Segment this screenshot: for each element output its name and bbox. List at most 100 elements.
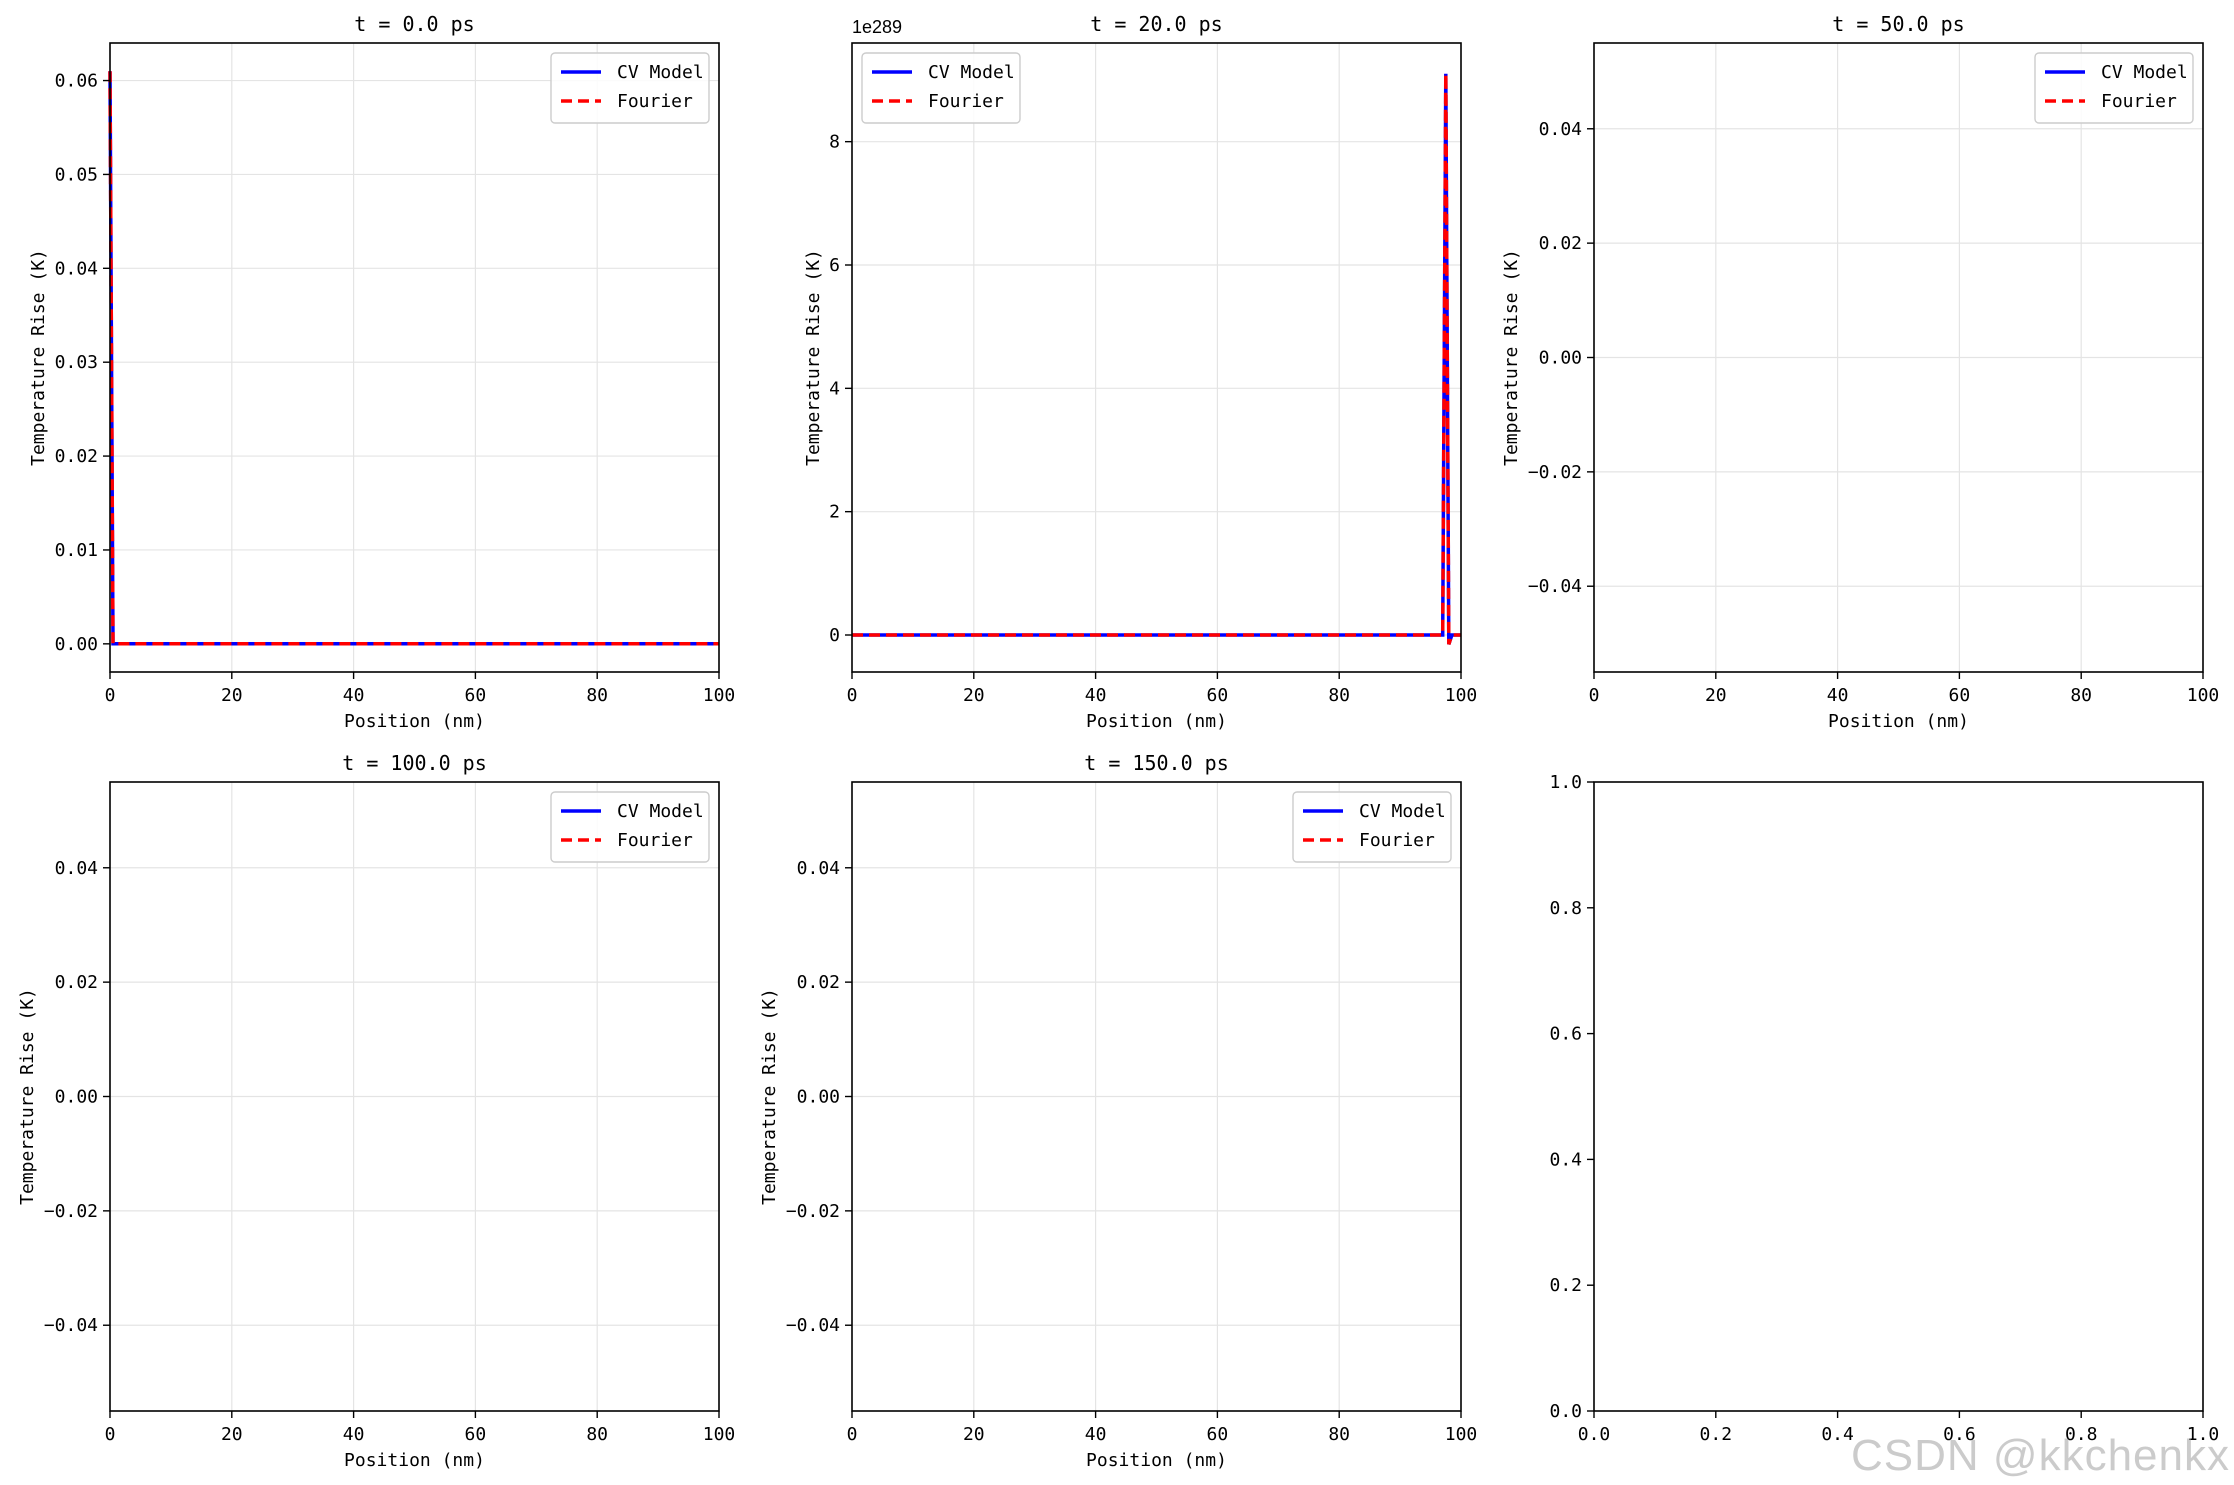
y-tick-label: 0.04 [55,258,98,279]
legend-label: Fourier [1359,830,1435,851]
x-tick-label: 0 [105,685,116,706]
legend-label: Fourier [617,830,693,851]
x-tick-label: 100 [1445,685,1478,706]
y-tick-label: 0.01 [55,540,98,561]
x-tick-label: 0 [105,1424,116,1445]
chart-panel-1: 0 20 40 60 80 100 0.00 0.01 0.02 0.03 0.04 0.05 0.06… [28,12,735,732]
y-tick-label: 0 [829,625,840,646]
x-axis-label: Position (nm) [344,711,485,732]
y-axis-label: Temperature Rise (K) [28,249,49,466]
series-line-cv-model [108,71,719,646]
y-axis-label: Temperature Rise (K) [759,988,780,1205]
axes-frame [1593,781,2204,1412]
y-tick-label: 6 [829,255,840,276]
y-tick-label: 0.02 [1539,233,1582,254]
y-tick-label: 8 [829,132,840,153]
series-line-fourier [108,71,719,646]
x-tick-label: 100 [2187,685,2220,706]
y-tick-label: 0.6 [1549,1024,1582,1045]
series-line-cv-model [852,73,1461,645]
x-tick-label: 80 [586,1424,608,1445]
y-offset-text: 1e289 [852,17,902,37]
series-line-fourier [852,73,1461,645]
x-tick-label: 40 [1827,685,1849,706]
y-axis-label: Temperature Rise (K) [1501,249,1522,466]
axes-frame [109,42,720,673]
x-axis-label: Position (nm) [1086,1450,1227,1471]
y-tick-label: 2 [829,502,840,523]
x-axis-label: Position (nm) [344,1450,485,1471]
y-tick-label: 0.0 [1549,1401,1582,1422]
y-tick-label: −0.02 [1528,462,1582,483]
x-tick-label: 0 [1589,685,1600,706]
y-tick-label: 0.00 [55,634,98,655]
x-tick-label: 100 [1445,1424,1478,1445]
y-tick-label: 4 [829,378,840,399]
x-tick-label: 1.0 [2187,1424,2220,1445]
y-tick-label: −0.02 [44,1201,98,1222]
legend: CV Model Fourier [2034,52,2194,124]
legend-label: CV Model [928,62,1015,83]
x-tick-label: 0.4 [1821,1424,1854,1445]
y-tick-label: −0.04 [44,1315,98,1336]
legend-label: CV Model [1359,801,1446,822]
x-tick-label: 40 [1085,1424,1107,1445]
legend-label: Fourier [928,91,1004,112]
y-tick-label: 0.04 [1539,119,1582,140]
y-tick-label: 0.03 [55,352,98,373]
y-tick-label: 0.00 [55,1087,98,1108]
chart-panel-2: 0 20 40 60 80 100 0 2 4 6 8 t = 20.0 ps Position (nm… [803,12,1477,732]
y-tick-label: −0.04 [1528,576,1582,597]
x-tick-label: 40 [343,1424,365,1445]
x-tick-label: 60 [1207,1424,1229,1445]
x-tick-label: 0 [847,685,858,706]
legend: CV Model Fourier [1292,791,1452,863]
x-tick-label: 40 [343,685,365,706]
chart-title: t = 20.0 ps [1090,12,1222,36]
y-tick-label: 0.00 [1539,348,1582,369]
x-tick-label: 60 [465,685,487,706]
chart-panel-4: 0 20 40 60 80 100 −0.04 −0.02 0.00 0.02 0.04 t = 10… [17,751,735,1471]
x-tick-label: 20 [1705,685,1727,706]
legend-label: CV Model [2101,62,2188,83]
y-tick-label: 0.06 [55,71,98,92]
chart-title: t = 100.0 ps [342,751,487,775]
y-axis-label: Temperature Rise (K) [17,988,38,1205]
legend-label: CV Model [617,801,704,822]
x-tick-label: 20 [221,1424,243,1445]
y-tick-label: 0.05 [55,164,98,185]
chart-panel-6: 0.0 0.2 0.4 0.6 0.8 1.0 0.0 0.2 0.4 0.6 0.8 1.0 [1549,772,2219,1445]
x-tick-label: 40 [1085,685,1107,706]
x-tick-label: 100 [703,1424,736,1445]
x-tick-label: 20 [963,685,985,706]
legend: CV Model Fourier [550,52,710,124]
x-tick-label: 60 [1949,685,1971,706]
legend-label: CV Model [617,62,704,83]
y-tick-label: 0.2 [1549,1275,1582,1296]
y-tick-label: 0.02 [55,446,98,467]
x-tick-label: 100 [703,685,736,706]
y-tick-label: 0.00 [797,1087,840,1108]
legend: CV Model Fourier [861,52,1021,124]
x-tick-label: 60 [465,1424,487,1445]
x-tick-label: 80 [1328,685,1350,706]
legend: CV Model Fourier [550,791,710,863]
x-tick-label: 0.0 [1578,1424,1611,1445]
y-tick-label: −0.02 [786,1201,840,1222]
legend-label: Fourier [2101,91,2177,112]
x-tick-label: 80 [1328,1424,1350,1445]
axes-frame [851,42,1462,673]
y-tick-label: 0.4 [1549,1149,1582,1170]
y-axis-label: Temperature Rise (K) [803,249,824,466]
legend-label: Fourier [617,91,693,112]
y-tick-label: 0.8 [1549,898,1582,919]
x-tick-label: 20 [963,1424,985,1445]
y-tick-label: −0.04 [786,1315,840,1336]
y-tick-label: 0.02 [55,972,98,993]
watermark: CSDN @kkchenkx [1851,1431,2230,1480]
y-tick-label: 1.0 [1549,772,1582,793]
x-tick-label: 20 [221,685,243,706]
x-axis-label: Position (nm) [1086,711,1227,732]
x-tick-label: 0.6 [1943,1424,1976,1445]
